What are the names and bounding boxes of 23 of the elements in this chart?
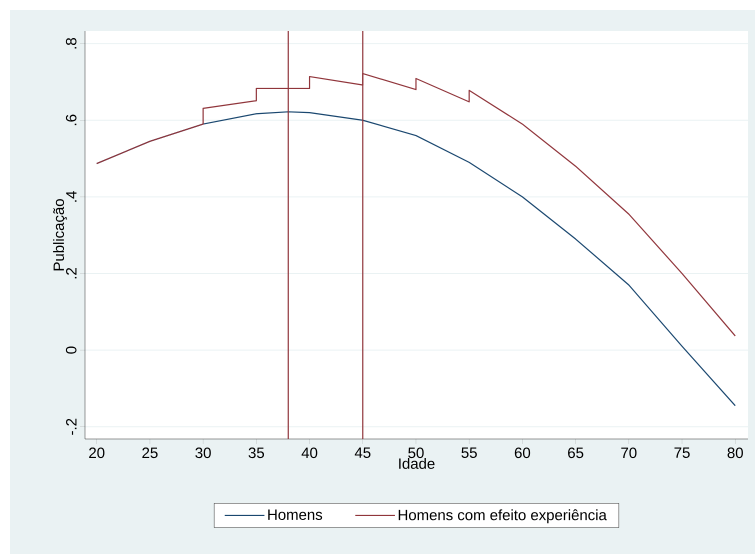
y-tick-label: 0	[66, 346, 76, 354]
y-tick-label: -.2	[66, 418, 76, 435]
x-tick-label: 75	[674, 448, 690, 458]
x-tick-label: 35	[248, 448, 264, 458]
x-tick-label: 45	[354, 448, 370, 458]
x-tick-label: 25	[142, 448, 158, 458]
legend-label: Homens	[268, 510, 322, 520]
y-tick-label: .6	[66, 114, 76, 126]
x-tick-label: 20	[89, 448, 104, 458]
x-tick-label: 80	[728, 448, 743, 458]
x-axis-title: Idade	[399, 458, 435, 469]
x-tick-label: 40	[302, 448, 318, 458]
x-tick-label: 70	[621, 448, 637, 458]
y-tick-label: .8	[66, 38, 76, 49]
x-tick-label: 30	[195, 448, 211, 458]
x-tick-label: 55	[461, 448, 477, 458]
x-tick-label: 50	[408, 448, 424, 458]
y-axis-title: Publicação	[53, 199, 68, 270]
x-tick-label: 65	[568, 448, 584, 458]
legend-label: Homens com efeito experiência	[398, 509, 607, 524]
y-tick-label: .2	[66, 268, 76, 278]
x-tick-label: 60	[514, 448, 530, 458]
y-tick-label: .4	[66, 191, 76, 202]
